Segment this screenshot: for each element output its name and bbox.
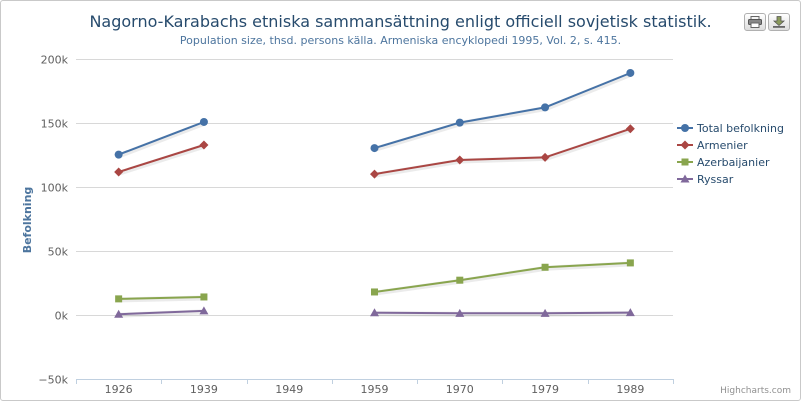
data-point[interactable] [626,68,635,77]
series-total-befolkning [114,68,635,159]
legend-item[interactable]: Azerbaijanier [677,156,770,169]
series-ryssar [114,306,635,318]
data-point[interactable] [455,118,464,127]
y-axis-title: Befolkning [21,187,34,254]
legend-label: Total befolkning [696,122,784,135]
data-point[interactable] [199,140,209,150]
y-tick-label: 0k [55,310,69,323]
y-tick-label: 200k [41,54,69,67]
x-tick-label: 1926 [105,383,133,396]
data-point[interactable] [540,152,550,162]
legend-item[interactable]: Armenier [677,139,748,152]
grid-layer [76,59,673,380]
data-point[interactable] [625,308,635,317]
series-line-shadow [375,127,633,178]
data-point[interactable] [115,295,123,303]
data-point[interactable] [114,150,123,159]
x-tick-label: 1970 [446,383,474,396]
data-point[interactable] [199,306,209,315]
series-line-shadow [374,71,633,152]
series-line [374,261,631,293]
legend: Total befolkning Armenier Azerbaijanier Rys… [677,122,784,186]
series-line [118,144,205,173]
legend-label: Ryssar [697,173,734,186]
series-layer [114,68,635,318]
data-point[interactable] [625,124,635,134]
data-point[interactable] [114,167,124,177]
series-armenier [114,124,635,179]
data-point[interactable] [370,144,379,153]
export-button[interactable] [768,13,790,31]
legend-symbol [681,124,689,132]
data-point[interactable] [199,117,208,126]
print-button[interactable] [744,13,766,31]
data-point[interactable] [626,259,634,267]
data-point[interactable] [371,288,378,296]
legend-symbol [680,140,690,150]
data-point[interactable] [540,308,550,317]
series-line [374,311,631,315]
legend-symbol [680,174,690,183]
series-line [118,296,204,300]
legend-label: Azerbaijanier [697,156,770,169]
series-line [118,309,204,316]
legend-label: Armenier [697,139,748,152]
x-tick-label: 1949 [275,383,303,396]
x-tick-label: 1989 [616,383,644,396]
chart-subtitle: Population size, thsd. persons källa. Ar… [179,34,622,47]
axis-layer: Befolkning −50k 0k 50k 100k 150k 200k 1926 1939… [21,54,674,396]
series-line-shadow [119,295,205,303]
x-tick-label: 1939 [190,383,218,396]
credits[interactable]: Highcharts.com [720,386,791,396]
data-point[interactable] [541,103,550,112]
y-tick-label: 150k [41,118,69,131]
series-line-shadow [118,143,206,176]
y-tick-label: −50k [38,374,68,387]
data-point[interactable] [370,308,379,317]
data-point[interactable] [200,293,208,301]
legend-symbol [681,158,689,166]
data-point[interactable] [456,276,464,284]
series-line-shadow [375,261,632,296]
legend-item[interactable]: Total befolkning [677,122,784,135]
data-point[interactable] [114,309,124,318]
series-line-shadow [119,309,205,318]
x-tick-label: 1979 [531,383,559,396]
series-line-shadow [375,311,632,317]
x-tick-label: 1959 [361,383,389,396]
series-line [374,127,631,176]
series-line-shadow [118,120,206,158]
legend-item[interactable]: Ryssar [677,173,734,186]
y-tick-label: 100k [41,182,69,195]
y-tick-label: 50k [48,246,69,259]
data-point[interactable] [370,169,379,179]
series-line [118,121,205,156]
data-point[interactable] [455,155,465,165]
series-line [374,72,631,150]
chart-title: Nagorno-Karabachs etniska sammansättning… [89,12,712,31]
data-point[interactable] [541,263,549,271]
data-point[interactable] [455,308,465,317]
series-azerbaijanier [115,259,634,303]
